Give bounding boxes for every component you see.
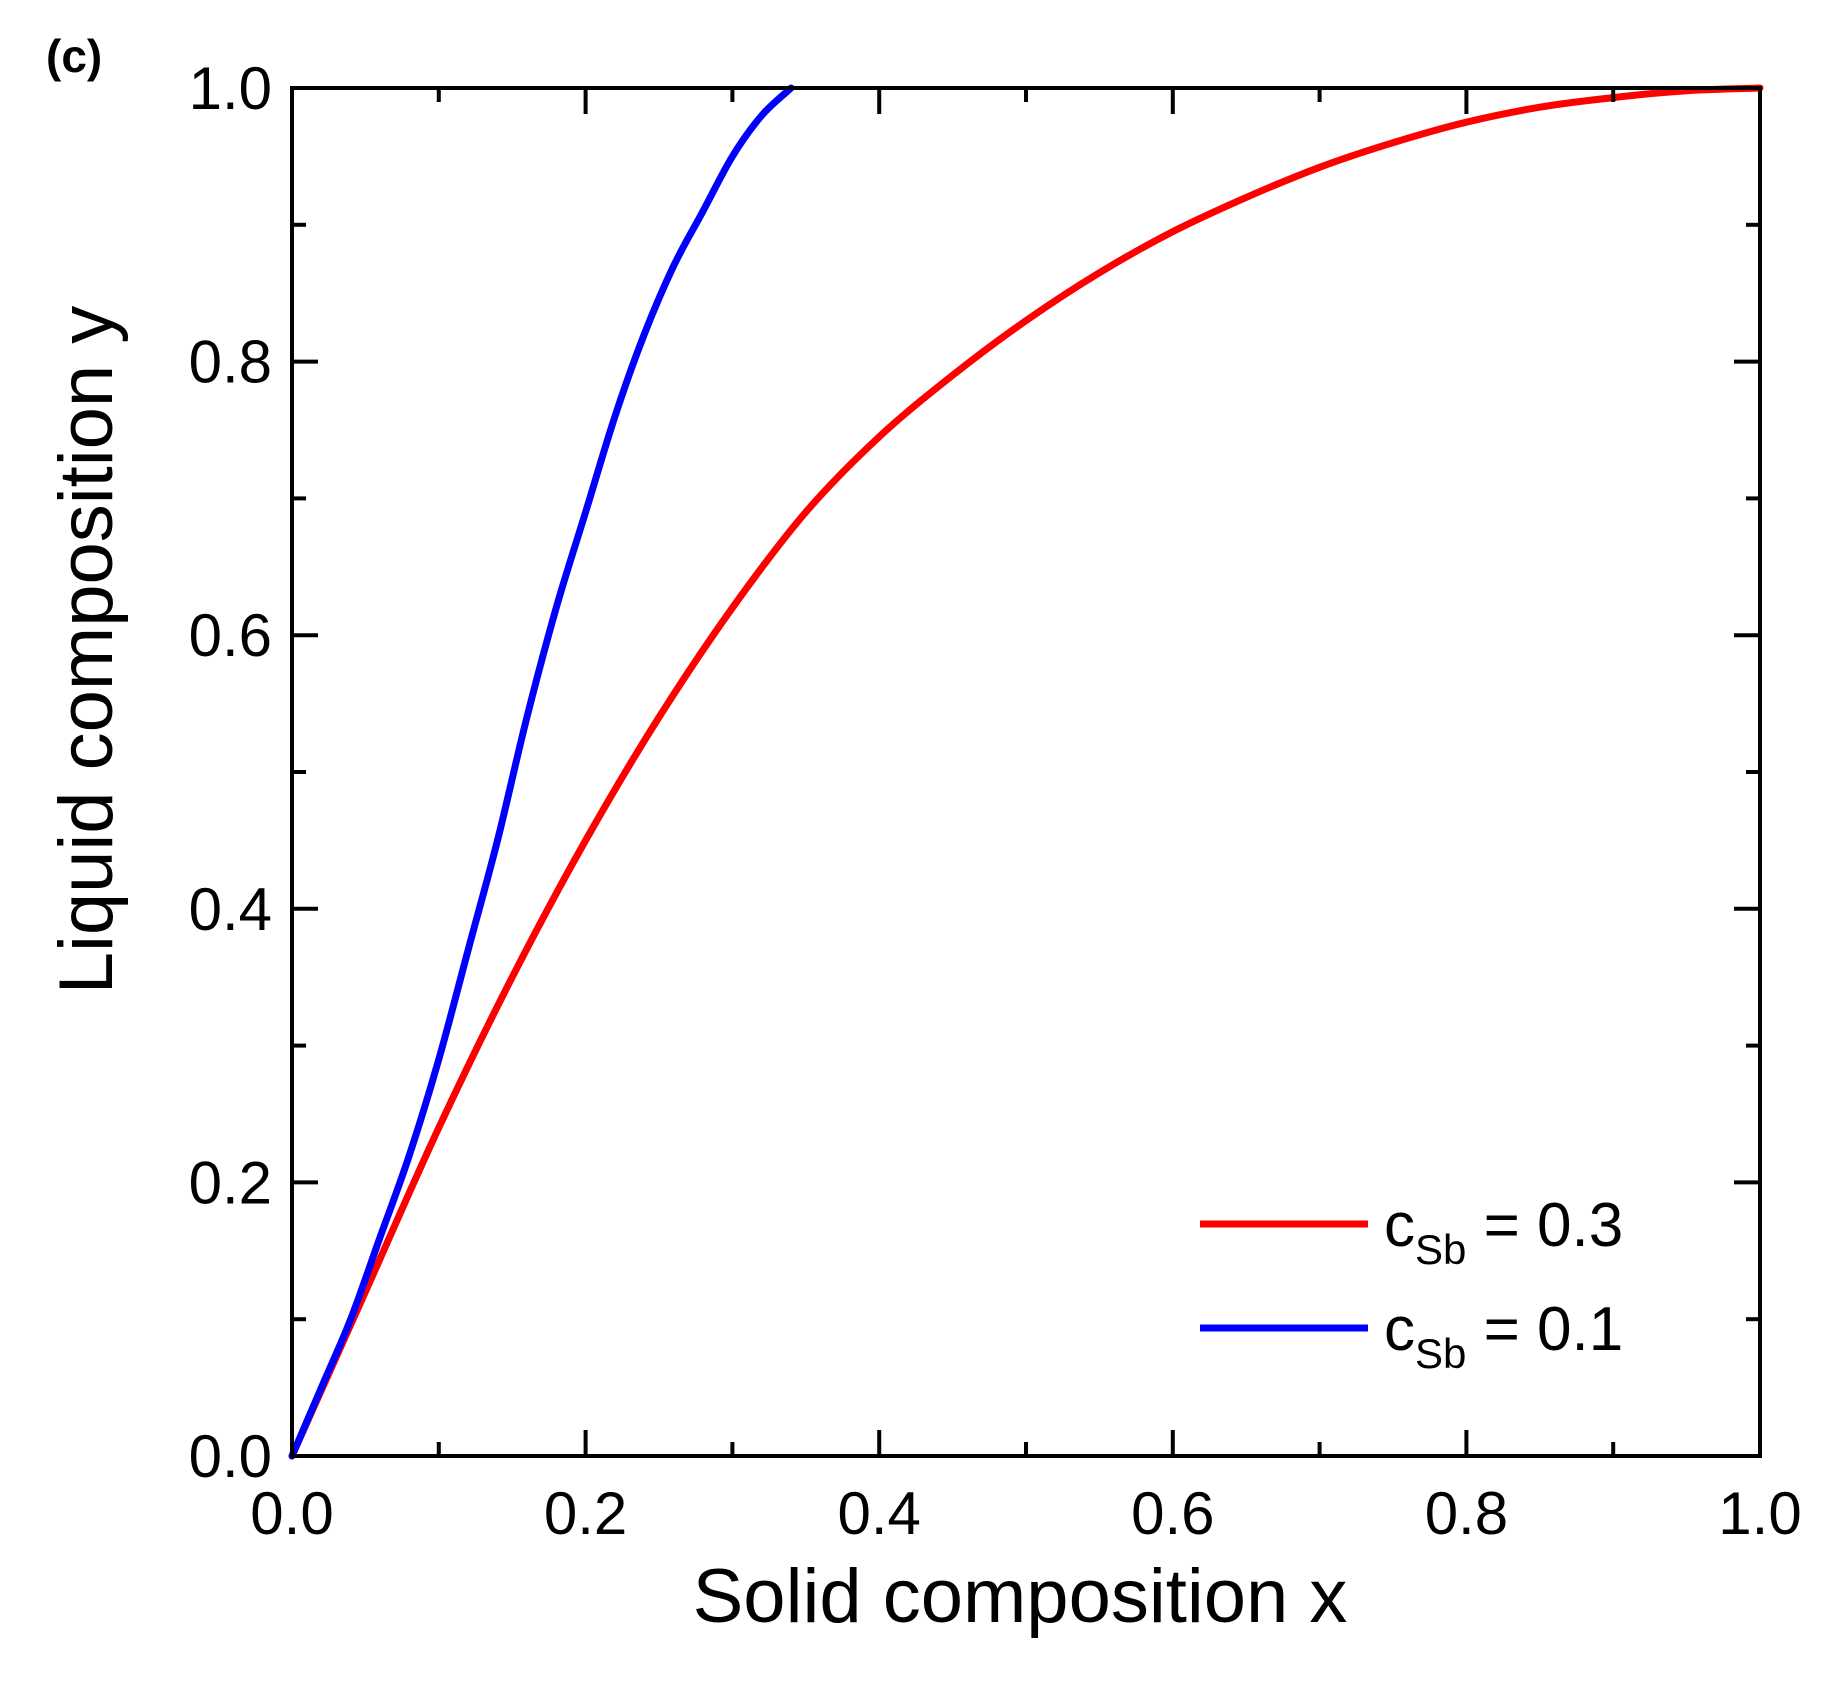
plot-curves <box>288 84 1764 1460</box>
y-tick-label: 0.6 <box>189 602 272 669</box>
y-tick-label: 0.4 <box>189 876 272 943</box>
legend-label-2: cSb = 0.1 <box>1384 1295 1623 1377</box>
x-tick-label: 0.2 <box>544 1480 627 1547</box>
x-tick-label: 0.4 <box>837 1480 920 1547</box>
panel-label: (c) <box>46 30 102 82</box>
y-tick-label: 0.2 <box>189 1149 272 1216</box>
series-line-2 <box>288 84 795 1460</box>
series-line-1 <box>288 84 1764 1460</box>
x-tick-label: 0.0 <box>250 1480 333 1547</box>
x-axis-title: Solid composition x <box>693 1554 1348 1639</box>
axes: 0.0 0.2 0.4 0.6 0.8 1.0 0.0 0.2 0.4 0.6 0.8 1.0 <box>189 55 1802 1547</box>
legend: cSb = 0.3 cSb = 0.1 <box>1200 1191 1623 1377</box>
x-tick-label: 0.8 <box>1425 1480 1508 1547</box>
legend-label-1: cSb = 0.3 <box>1384 1191 1623 1273</box>
y-tick-label: 0.0 <box>189 1423 272 1490</box>
y-tick-label: 1.0 <box>189 55 272 122</box>
x-tick-label: 0.6 <box>1131 1480 1214 1547</box>
y-axis-title: Liquid composition y <box>44 306 129 995</box>
x-tick-label: 1.0 <box>1718 1480 1801 1547</box>
y-tick-label: 0.8 <box>189 329 272 396</box>
